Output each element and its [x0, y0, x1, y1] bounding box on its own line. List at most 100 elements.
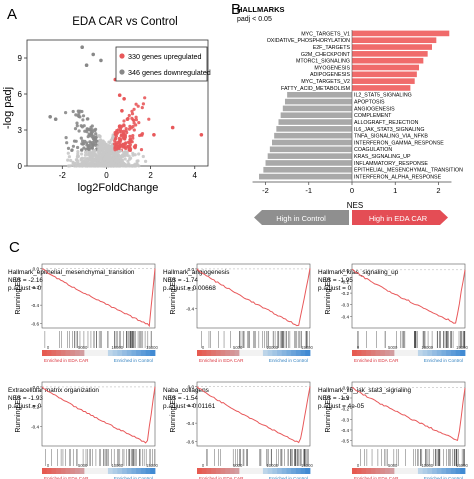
gsea-rank-band: [211, 468, 217, 474]
volcano-x-label: log2FoldChange: [78, 182, 159, 194]
volcano-point: [87, 146, 92, 150]
gsea-rank-band: [56, 350, 62, 356]
pathway-label: IL6_JAK_STAT3_SIGNALING: [354, 127, 424, 133]
gsea-es-frame: [41, 381, 156, 447]
gsea-rank-band: [427, 350, 433, 356]
gsea-rank-band: [300, 350, 306, 356]
volcano-y-label: -log padj: [2, 87, 14, 129]
volcano-x-tick-label: 4: [193, 171, 198, 180]
volcano-point: [127, 113, 131, 118]
gsea-y-tick-label: 0.0: [343, 385, 350, 390]
gsea-rank-band: [281, 468, 287, 474]
gsea-rank-band: [56, 468, 62, 474]
gsea-y-tick-label: -0.2: [186, 287, 194, 292]
gsea-padj: p.adjust = 0: [318, 285, 352, 292]
pathway-label: KRAS_SIGNALING_UP: [354, 154, 411, 160]
volcano-point: [119, 154, 123, 158]
gsea-y-tick-label: 0.0: [33, 267, 40, 272]
gsea-rank-band: [84, 350, 90, 356]
gsea-rank-band: [295, 468, 301, 474]
gsea-x-tick-label: 0: [47, 463, 50, 468]
gsea-title: Extracellular matrix organization: [8, 387, 99, 394]
gsea-rank-band: [352, 468, 358, 474]
volcano-plot: EDA CAR vs Control -log padj log2FoldCha…: [2, 16, 211, 194]
gsea-rank-band: [277, 350, 283, 356]
gsea-running-es-curve: [196, 386, 311, 444]
nes-bar: [352, 78, 415, 84]
volcano-point: [114, 130, 119, 135]
legend-up-marker: [119, 53, 125, 59]
volcano-point: [85, 141, 89, 145]
pathway-label: MYC_TARGETS_V1: [301, 31, 350, 37]
nes-bar: [274, 132, 352, 139]
volcano-point: [96, 164, 100, 168]
volcano-point: [74, 161, 78, 165]
gsea-rank-band: [446, 468, 452, 474]
gsea-nes: NES = -1.74: [163, 277, 198, 284]
volcano-point: [89, 159, 93, 163]
volcano-point: [127, 154, 131, 158]
gsea-rank-band: [267, 468, 273, 474]
volcano-point: [134, 102, 138, 106]
gsea-nes: NES = -1.93: [8, 395, 43, 402]
volcano-point: [121, 160, 125, 164]
pathway-label: COMPLEMENT: [354, 113, 392, 119]
volcano-point: [98, 146, 102, 150]
volcano-point: [86, 135, 90, 139]
volcano-point: [124, 127, 128, 131]
gsea-y-label: Running ES: [15, 277, 22, 315]
volcano-point: [119, 158, 123, 162]
volcano-point: [85, 117, 89, 121]
gsea-x-tick-label: 0: [357, 463, 360, 468]
volcano-point: [110, 144, 114, 149]
gsea-rank-band: [450, 468, 456, 474]
volcano-point: [144, 159, 148, 163]
nes-bar: [269, 146, 352, 153]
gsea-x-tick-label: 5000: [78, 463, 88, 468]
gsea-rank-band: [361, 468, 367, 474]
volcano-point: [77, 129, 81, 133]
volcano-point: [75, 158, 79, 162]
volcano-y-tick-label: 6: [18, 90, 23, 99]
gsea-rank-band: [79, 468, 85, 474]
volcano-x-tick-label: -2: [59, 171, 67, 180]
volcano-point: [104, 149, 108, 153]
legend-down-marker: [119, 69, 125, 75]
volcano-point: [129, 139, 133, 143]
nes-bar: [282, 105, 352, 112]
gsea-y-tick-label: -0.5: [341, 439, 349, 444]
volcano-point: [136, 104, 140, 108]
legend-up-label: 330 genes upregulated: [128, 52, 202, 61]
gsea-rank-band: [432, 350, 438, 356]
pathway-label: ADIPOGENESIS: [310, 72, 350, 78]
gsea-y-tick-label: 0.0: [33, 385, 40, 390]
gsea-y-tick-label: -0.4: [186, 306, 194, 311]
gsea-rank-band: [145, 468, 151, 474]
gsea-rank-band: [370, 468, 376, 474]
volcano-point: [143, 96, 147, 100]
pathway-label: MYOGENESIS: [314, 65, 350, 71]
gsea-rank-band: [356, 468, 362, 474]
volcano-point: [87, 132, 91, 136]
volcano-point: [116, 156, 120, 160]
gsea-rank-band: [51, 350, 57, 356]
control-arrow-label: High in Control: [276, 214, 326, 223]
gsea-rank-band: [380, 468, 386, 474]
panel-letter-b: B: [231, 1, 241, 18]
volcano-point: [119, 129, 123, 133]
gsea-rank-band: [234, 350, 240, 356]
volcano-point: [111, 135, 115, 139]
gsea-rank-band: [74, 350, 81, 356]
volcano-point: [125, 145, 129, 149]
gsea-x-tick-label: 15000: [146, 345, 158, 350]
gsea-rank-band: [455, 468, 461, 474]
volcano-point: [94, 132, 98, 136]
gsea-rank-band: [305, 350, 311, 356]
volcano-point: [114, 164, 118, 168]
volcano-point: [117, 163, 121, 167]
gsea-rank-band: [460, 350, 466, 356]
volcano-point: [121, 133, 125, 137]
gsea-rank-band: [413, 468, 419, 474]
gsea-rank-band: [291, 350, 297, 356]
